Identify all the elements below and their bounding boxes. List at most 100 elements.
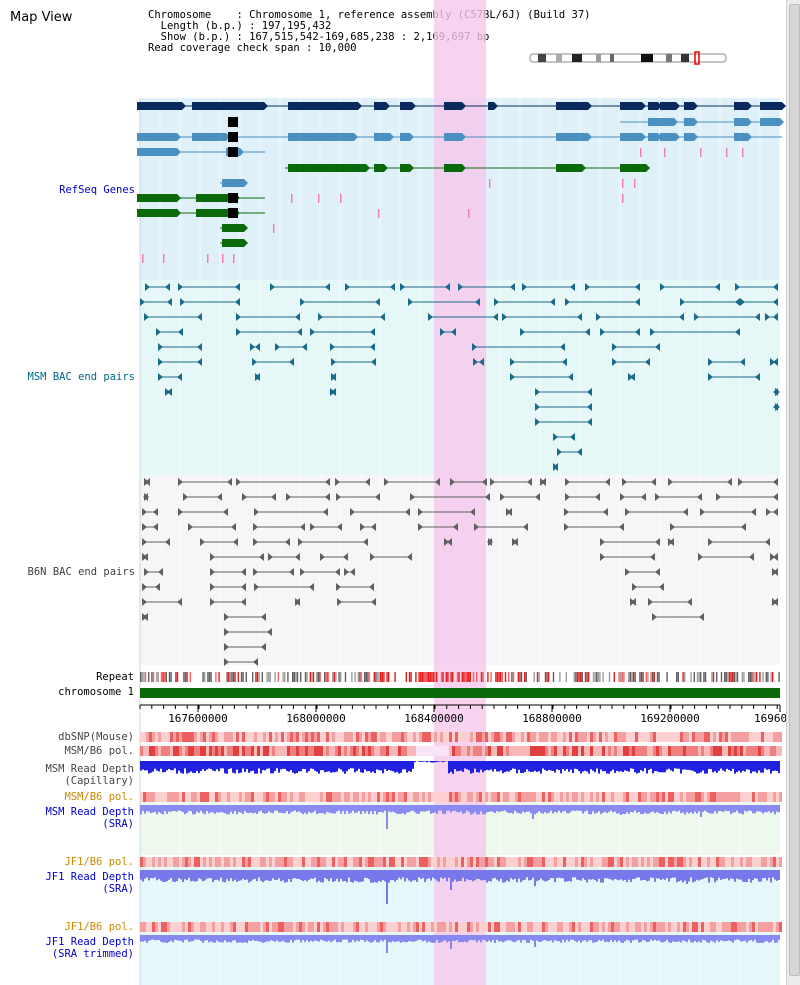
msm-bac-pair	[773, 403, 780, 411]
heat-cell	[440, 746, 443, 756]
depth-bar	[612, 805, 614, 813]
depth-bar	[458, 761, 460, 772]
repeat-element	[733, 672, 735, 682]
ideogram-band	[641, 54, 653, 62]
gene-strand-arrow	[694, 133, 698, 141]
heat-cell	[629, 746, 632, 756]
depth-bar	[400, 805, 402, 814]
heat-cell	[533, 792, 536, 802]
heat-cell	[176, 922, 179, 932]
heat-cell	[449, 857, 452, 867]
vertical-scrollbar[interactable]	[786, 0, 800, 985]
depth-bar	[280, 870, 282, 882]
depth-bar	[716, 761, 718, 773]
repeat-element	[156, 672, 158, 682]
heat-cell	[548, 746, 551, 756]
heat-cell	[257, 746, 260, 756]
depth-bar	[602, 935, 604, 940]
depth-bar	[576, 870, 578, 880]
heat-cell	[662, 792, 665, 802]
depth-bar	[718, 805, 720, 812]
heat-cell	[320, 857, 323, 867]
b6n-bac-pair	[142, 538, 170, 546]
repeat-element	[741, 672, 743, 682]
depth-bar	[240, 870, 242, 881]
depth-bar	[542, 935, 544, 941]
heat-cell	[437, 792, 440, 802]
repeat-element	[381, 672, 383, 682]
repeat-element	[300, 672, 302, 682]
heat-cell	[224, 857, 227, 867]
heat-cell	[740, 746, 743, 756]
heat-cell	[716, 922, 719, 932]
depth-bar	[294, 761, 296, 774]
repeat-element	[645, 672, 647, 682]
depth-bar	[374, 935, 376, 941]
heat-cell	[275, 792, 278, 802]
heat-cell	[221, 732, 224, 742]
heat-cell	[341, 792, 344, 802]
depth-bar	[700, 870, 702, 880]
depth-bar	[552, 805, 554, 814]
depth-bar	[326, 805, 328, 812]
depth-bar	[626, 761, 628, 771]
heat-cell	[677, 732, 680, 742]
depth-bar	[410, 870, 412, 882]
bac-end-marker	[253, 523, 258, 531]
bac-end-marker	[197, 358, 202, 366]
gene-exon	[734, 118, 748, 126]
scrollbar-thumb[interactable]	[789, 4, 800, 976]
track-label-b6n-bac[interactable]: B6N BAC end pairs	[27, 566, 135, 578]
bac-end-marker	[145, 478, 150, 486]
heat-cell	[314, 746, 317, 756]
heat-cell	[293, 857, 296, 867]
depth-bar	[368, 870, 370, 880]
depth-bar	[424, 761, 426, 762]
depth-bar	[538, 935, 540, 942]
depth-bar	[684, 761, 686, 770]
depth-bar	[248, 935, 250, 941]
depth-bar	[158, 761, 160, 772]
heat-cell	[650, 857, 653, 867]
depth-bar	[762, 761, 764, 773]
depth-bar	[342, 761, 344, 772]
depth-bar	[232, 805, 234, 814]
b6n-bac-pair	[490, 478, 532, 486]
depth-bar	[572, 761, 574, 774]
depth-bar	[706, 935, 708, 943]
refseq-pink-mark	[664, 148, 666, 157]
msm-bac-pair	[650, 328, 740, 336]
gene-exon	[222, 224, 244, 232]
gene-strand-arrow	[646, 164, 650, 172]
depth-bar	[274, 805, 276, 811]
heat-cell	[140, 732, 143, 742]
track-label-msm-bac[interactable]: MSM BAC end pairs	[27, 371, 135, 383]
bac-end-marker	[418, 508, 423, 516]
heat-cell	[380, 922, 383, 932]
heat-cell	[509, 746, 512, 756]
depth-bar	[224, 805, 226, 814]
depth-bar	[566, 761, 568, 769]
depth-bar	[578, 761, 580, 771]
heat-cell	[620, 746, 623, 756]
repeat-element	[756, 672, 758, 682]
bac-end-marker	[300, 568, 305, 576]
depth-bar	[538, 870, 540, 881]
heat-cell	[545, 922, 548, 932]
depth-bar	[166, 870, 168, 882]
bac-end-marker	[197, 313, 202, 321]
depth-bar	[458, 805, 460, 813]
depth-bar	[702, 870, 704, 879]
b6n-bac-pair	[224, 628, 272, 636]
depth-bar	[714, 761, 716, 772]
depth-bar	[198, 761, 200, 774]
heat-cell	[227, 792, 230, 802]
depth-bar	[260, 805, 262, 811]
depth-bar	[306, 805, 308, 815]
repeat-element	[581, 672, 583, 682]
track-label-refseq[interactable]: RefSeq Genes	[59, 184, 135, 196]
b6n-bac-pair	[444, 538, 452, 546]
heat-cell	[308, 922, 311, 932]
heat-cell	[689, 857, 692, 867]
